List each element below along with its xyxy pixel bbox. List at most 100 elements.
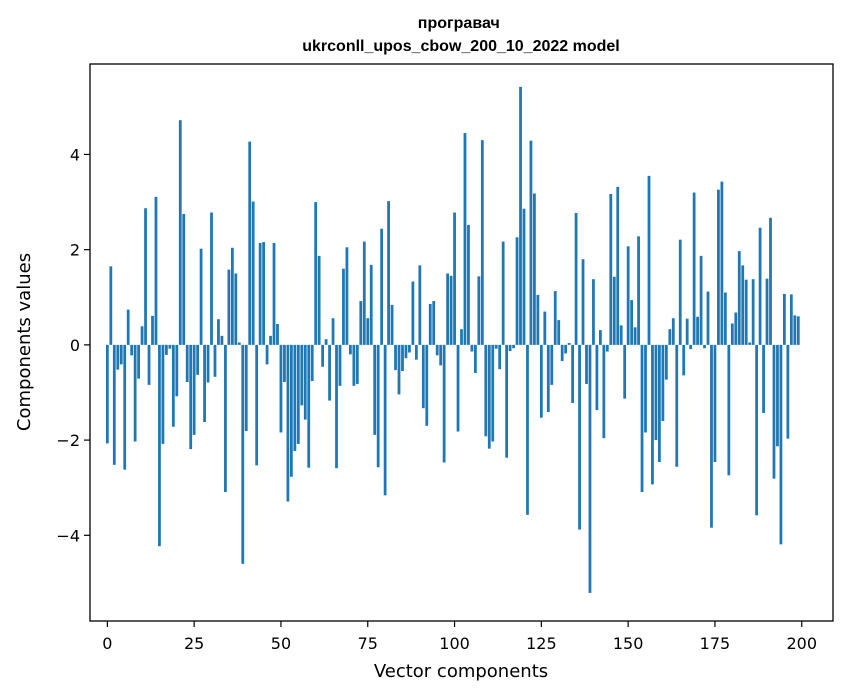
bar <box>730 323 734 345</box>
bar <box>623 344 627 399</box>
bar <box>373 344 377 435</box>
bar <box>175 344 179 397</box>
bar <box>394 344 397 371</box>
bar <box>588 344 592 593</box>
bar <box>335 344 338 469</box>
bar <box>342 268 345 345</box>
y-tick-label: 2 <box>70 241 80 260</box>
bar <box>644 344 647 433</box>
bar <box>637 236 640 345</box>
bar <box>321 344 325 367</box>
bar <box>192 344 196 435</box>
bar <box>206 344 210 383</box>
bar <box>651 344 654 485</box>
bar <box>491 344 495 442</box>
bar <box>487 344 491 449</box>
bar <box>522 208 526 345</box>
y-tick-label: −2 <box>56 431 80 450</box>
bar <box>567 342 571 345</box>
bar <box>581 259 585 345</box>
bar <box>744 279 748 345</box>
bar <box>283 344 286 383</box>
bars-group <box>105 86 800 593</box>
bar <box>123 344 127 470</box>
bar <box>553 291 557 345</box>
chart-title: програвач ukrconll_upos_cbow_200_10_2022… <box>302 15 619 55</box>
bar <box>456 344 460 432</box>
bar <box>796 316 800 345</box>
bar <box>519 86 522 345</box>
bar <box>269 335 272 345</box>
bar <box>633 327 637 345</box>
y-axis-ticks: −4 −2 0 2 4 <box>56 145 90 545</box>
bar <box>640 344 644 492</box>
bar <box>682 344 686 376</box>
bar <box>109 266 113 345</box>
bar <box>564 344 568 354</box>
bar <box>779 344 783 545</box>
bar <box>425 344 429 426</box>
bar <box>272 243 276 345</box>
bar <box>685 318 689 345</box>
bar <box>560 344 564 362</box>
bar <box>185 344 189 383</box>
bar <box>616 186 620 345</box>
bar <box>668 329 672 345</box>
bar <box>182 213 186 345</box>
bar <box>376 344 380 468</box>
bar <box>626 246 630 345</box>
bar <box>529 140 533 345</box>
bar <box>303 344 307 420</box>
bar <box>765 278 769 345</box>
bar <box>147 344 151 385</box>
bar <box>578 344 581 530</box>
bar <box>474 344 477 373</box>
bar <box>748 342 752 345</box>
bar <box>505 344 509 458</box>
plot-frame <box>89 63 834 622</box>
bar <box>126 309 130 345</box>
bar <box>220 335 224 345</box>
bar <box>734 312 738 345</box>
chart-title-line-1: програвач <box>418 15 500 32</box>
bar <box>689 344 693 350</box>
bar <box>501 241 505 345</box>
bar <box>789 294 793 345</box>
bar <box>189 344 193 450</box>
bar <box>696 316 699 345</box>
bar <box>550 344 554 385</box>
bar <box>602 344 606 439</box>
bar <box>331 318 335 345</box>
bar <box>776 344 779 447</box>
bar <box>199 248 203 345</box>
x-axis-label: Vector components <box>374 661 548 682</box>
bar <box>442 344 446 463</box>
bar <box>296 344 300 444</box>
bar <box>446 273 449 345</box>
bar <box>546 344 550 413</box>
bar <box>248 141 252 345</box>
bar <box>217 319 220 345</box>
bar <box>460 329 463 345</box>
bar <box>671 318 675 345</box>
bar <box>168 344 172 349</box>
bar <box>619 325 623 345</box>
bar <box>307 344 311 468</box>
bar <box>557 320 561 345</box>
bar <box>710 344 713 528</box>
bar <box>234 273 238 345</box>
bar <box>609 193 613 345</box>
bar <box>241 344 245 564</box>
bar <box>533 193 536 345</box>
bar <box>262 242 265 345</box>
x-tick-label: 0 <box>102 634 112 653</box>
bar <box>345 247 349 345</box>
bar <box>658 344 661 462</box>
bar <box>605 344 609 352</box>
bar <box>463 133 467 345</box>
bar <box>338 344 342 386</box>
y-tick-label: −4 <box>56 526 80 545</box>
bar <box>741 265 745 345</box>
bar <box>664 344 668 380</box>
bar <box>314 202 318 345</box>
